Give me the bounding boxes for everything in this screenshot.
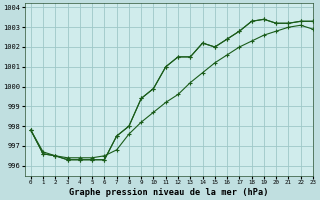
X-axis label: Graphe pression niveau de la mer (hPa): Graphe pression niveau de la mer (hPa): [69, 188, 268, 197]
